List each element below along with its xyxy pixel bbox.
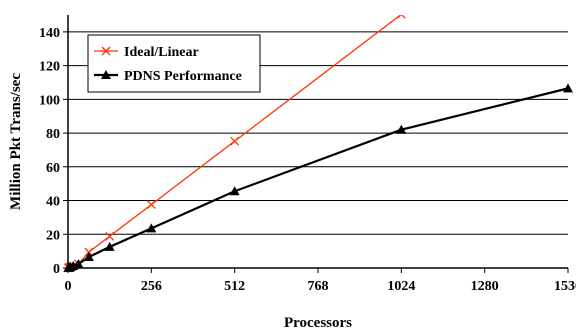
legend-ideal-x [101,46,111,56]
ideal-linear-point-10-stroke-a [401,15,406,19]
y-axis-title: Million Pkt Trans/sec [8,73,24,210]
legend-pdns-triangle [101,70,111,79]
ideal-linear-point-7 [105,231,115,241]
axes [63,15,569,273]
x-tick-label-1024: 1024 [387,279,415,294]
x-tick-label-1536: 1536 [554,279,576,294]
ideal-linear-point-10-stroke-b [396,15,402,19]
legend-box [87,34,261,93]
y-tick-label-140: 140 [39,26,60,41]
y-tick-label-120: 120 [39,60,60,75]
pdns-performance-point-10 [396,124,407,134]
pdns-performance-point-8 [146,223,157,233]
ideal-linear-point-7-stroke-b [105,231,115,241]
x-tick-label-1280: 1280 [471,279,499,294]
ideal-linear-point-10 [396,15,406,19]
y-tick-label-80: 80 [46,127,60,142]
y-tick-label-20: 20 [46,228,60,243]
x-axis-title: Processors [284,315,352,331]
ideal-linear-point-8 [146,200,156,210]
x-tick-label-768: 768 [308,279,329,294]
y-tick-labels: 0 20 40 60 80 100 120 140 [39,26,60,277]
y-tick-label-40: 40 [46,195,60,210]
ideal-linear-point-9-stroke-b [230,136,240,146]
legend-ideal-x-stroke-b [101,46,111,56]
legend-ideal-label: Ideal/Linear [124,45,199,60]
legend-pdns-marker [94,70,118,79]
x-tick-labels: 0 256 512 768 1024 1280 1536 [65,279,576,294]
pdns-performance-point-5 [73,258,84,268]
series-pdns-performance [63,83,573,272]
pdns-performance-point-9 [229,186,240,196]
y-tick-label-60: 60 [46,161,60,176]
ideal-linear-point-9 [230,136,240,146]
pdns-performance-point-6 [83,252,94,262]
x-tick-label-256: 256 [141,279,162,294]
pdns-performance-point-7 [104,241,115,251]
x-tick-label-0: 0 [65,279,72,294]
x-tick-label-512: 512 [224,279,245,294]
pdns-performance-line [68,87,569,269]
legend: Ideal/Linear PDNS Performance [87,34,261,93]
ideal-linear-point-8-stroke-b [146,200,156,210]
legend-ideal-marker [94,46,118,56]
pdns-performance-point-11 [563,83,573,93]
legend-pdns-label: PDNS Performance [124,69,242,84]
y-tick-label-0: 0 [53,262,60,277]
y-tick-label-100: 100 [39,93,60,108]
